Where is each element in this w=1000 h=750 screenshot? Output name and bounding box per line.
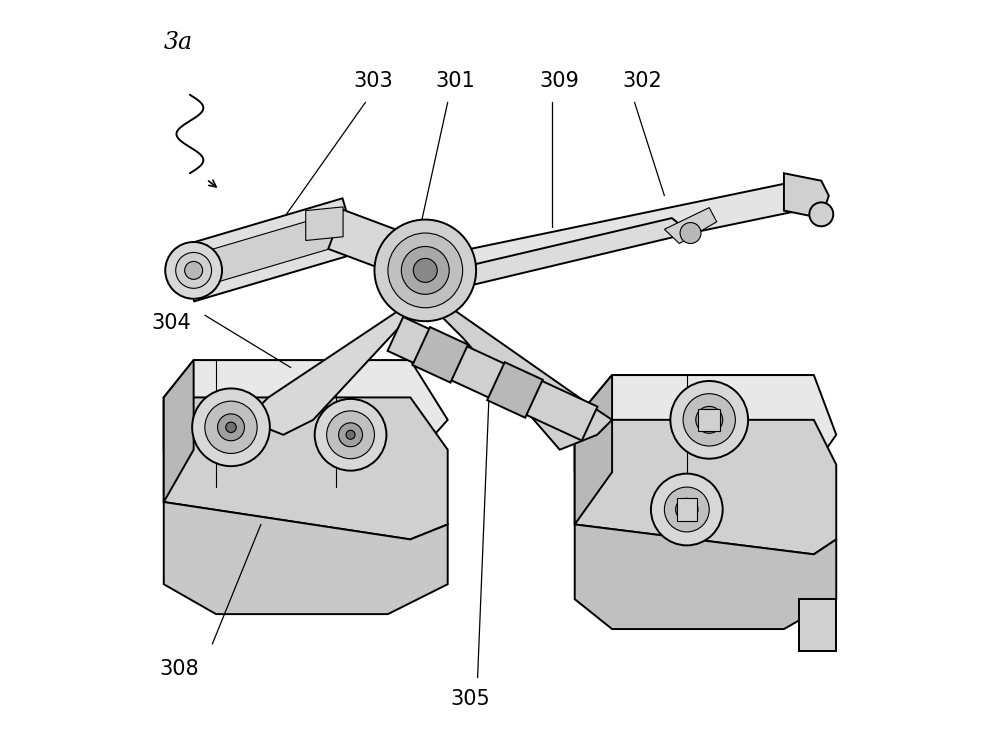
Circle shape (664, 487, 709, 532)
Circle shape (651, 474, 723, 545)
Text: 3a: 3a (164, 31, 193, 54)
Polygon shape (164, 398, 448, 539)
Polygon shape (440, 300, 612, 450)
Polygon shape (328, 210, 433, 283)
Circle shape (339, 423, 363, 447)
Polygon shape (412, 327, 468, 382)
Circle shape (165, 242, 222, 298)
Circle shape (683, 394, 735, 446)
Polygon shape (799, 599, 836, 652)
Text: 302: 302 (622, 71, 662, 91)
Polygon shape (575, 375, 612, 524)
Circle shape (185, 262, 203, 279)
Circle shape (315, 399, 386, 471)
Polygon shape (164, 360, 448, 487)
Text: 303: 303 (353, 71, 393, 91)
Polygon shape (306, 207, 343, 241)
Circle shape (809, 202, 833, 226)
Circle shape (696, 406, 723, 433)
Polygon shape (575, 524, 836, 629)
Circle shape (192, 388, 270, 466)
Circle shape (226, 422, 236, 433)
Polygon shape (698, 409, 720, 431)
Circle shape (327, 411, 374, 459)
Circle shape (218, 414, 244, 441)
Text: 308: 308 (159, 659, 199, 679)
Polygon shape (246, 285, 410, 435)
Polygon shape (178, 198, 359, 302)
Circle shape (346, 430, 355, 439)
Polygon shape (784, 173, 829, 218)
Circle shape (176, 253, 212, 288)
Polygon shape (198, 210, 355, 285)
Polygon shape (392, 248, 459, 292)
Polygon shape (677, 498, 697, 520)
Text: 304: 304 (151, 313, 191, 333)
Circle shape (205, 401, 257, 454)
Circle shape (676, 498, 698, 520)
Polygon shape (403, 181, 821, 292)
Text: 305: 305 (450, 688, 490, 709)
Text: 309: 309 (540, 71, 580, 91)
Circle shape (413, 259, 437, 282)
Text: 301: 301 (435, 71, 475, 91)
Polygon shape (575, 375, 836, 509)
Polygon shape (388, 317, 597, 440)
Circle shape (680, 223, 701, 244)
Polygon shape (164, 360, 194, 502)
Circle shape (388, 233, 463, 308)
Circle shape (401, 247, 449, 294)
Polygon shape (433, 218, 691, 289)
Polygon shape (575, 420, 836, 554)
Polygon shape (664, 208, 717, 244)
Polygon shape (487, 362, 543, 418)
Circle shape (374, 220, 476, 321)
Circle shape (670, 381, 748, 459)
Polygon shape (164, 502, 448, 614)
